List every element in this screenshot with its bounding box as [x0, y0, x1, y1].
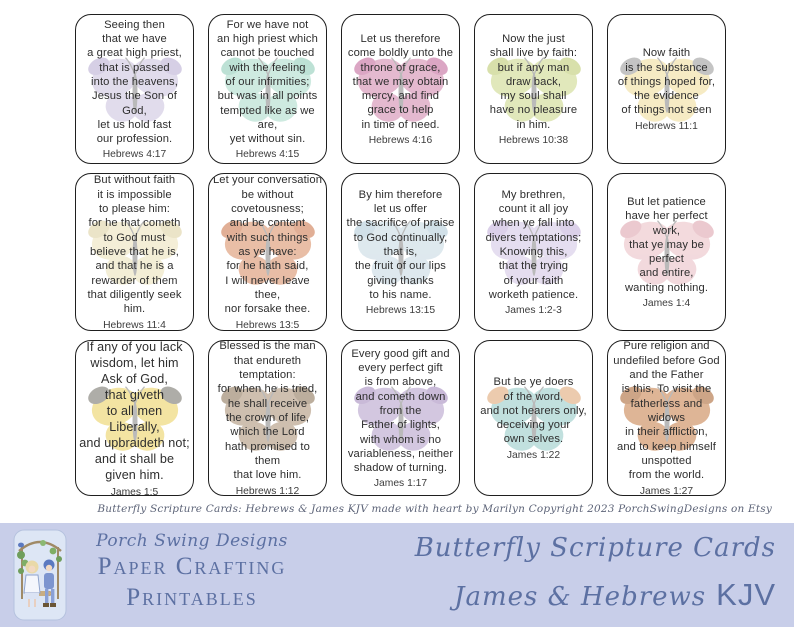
verse-text: Seeing then that we have a great high pr… — [87, 18, 182, 146]
verse-text: If any of you lack wisdom, let him Ask o… — [79, 340, 190, 483]
verse-reference: Hebrews 1:12 — [235, 485, 300, 496]
verse-reference: Hebrews 13:15 — [365, 305, 436, 317]
brand-line-paper-crafting: Paper Crafting — [97, 553, 287, 580]
verse-reference: James 1:4 — [642, 298, 691, 310]
scripture-card: Every good gift and every perfect gift i… — [341, 340, 460, 496]
scripture-card: My brethren, count it all joy when ye fa… — [474, 173, 593, 331]
scripture-card: Pure religion and undefiled before God a… — [607, 340, 726, 496]
verse-reference: James 1:5 — [110, 486, 159, 496]
scripture-card: Let us therefore come boldly unto the th… — [341, 14, 460, 164]
verse-text: Let your conversation be without covetou… — [212, 174, 323, 316]
scripture-card: Let your conversation be without covetou… — [208, 173, 327, 331]
verse-reference: Hebrews 4:16 — [368, 135, 433, 147]
verse-text: Now the just shall live by faith: but if… — [489, 32, 578, 131]
scripture-card: If any of you lack wisdom, let him Ask o… — [75, 340, 194, 496]
scripture-card: But without faith it is impossible to pl… — [75, 173, 194, 331]
verse-reference: James 1:2-3 — [505, 305, 562, 317]
verse-reference: James 1:17 — [373, 478, 428, 490]
scripture-card: Seeing then that we have a great high pr… — [75, 14, 194, 164]
verse-reference: James 1:22 — [506, 449, 561, 461]
brand-name: Porch Swing Designs — [96, 531, 288, 551]
scripture-card: For we have not an high priest which can… — [208, 14, 327, 164]
product-version: KJV — [716, 577, 776, 612]
scripture-card: Blessed is the man that endureth temptat… — [208, 340, 327, 496]
verse-text: By him therefore let us offer the sacrif… — [346, 188, 455, 301]
banner-right-block: Butterfly Scripture Cards James & Hebrew… — [317, 523, 794, 627]
verse-text: For we have not an high priest which can… — [217, 18, 318, 146]
product-title: Butterfly Scripture Cards — [414, 533, 776, 563]
verse-text: But without faith it is impossible to pl… — [87, 174, 182, 316]
scripture-card: But let patience have her perfect work, … — [607, 173, 726, 331]
verse-reference: Hebrews 4:17 — [102, 149, 167, 161]
porch-swing-logo — [13, 529, 67, 621]
verse-reference: Hebrews 13:5 — [235, 319, 300, 331]
verse-text: But let patience have her perfect work, … — [624, 195, 709, 294]
verse-text: Every good gift and every perfect gift i… — [347, 347, 454, 475]
product-subtitle: James & Hebrews KJV — [317, 577, 776, 613]
brand-line-printables: Printables — [126, 583, 258, 611]
verse-reference: Hebrews 11:4 — [103, 319, 166, 331]
copyright-line: Butterfly Scripture Cards: Hebrews & Jam… — [97, 503, 772, 515]
verse-reference: Hebrews 4:15 — [235, 149, 300, 161]
scripture-card: By him therefore let us offer the sacrif… — [341, 173, 460, 331]
verse-reference: Hebrews 11:1 — [635, 120, 698, 132]
card-grid: Seeing then that we have a great high pr… — [75, 14, 726, 496]
verse-text: Blessed is the man that endureth temptat… — [217, 340, 318, 482]
bottom-banner: Porch Swing Designs Paper Crafting Print… — [0, 523, 794, 627]
product-series: James & Hebrews — [454, 582, 707, 612]
verse-reference: James 1:27 — [639, 485, 694, 496]
verse-text: Now faith is the substance of things hop… — [617, 47, 716, 117]
verse-text: My brethren, count it all joy when ye fa… — [485, 188, 582, 301]
verse-text: Pure religion and undefiled before God a… — [613, 340, 720, 482]
banner-left-block: Porch Swing Designs Paper Crafting Print… — [67, 523, 317, 627]
verse-reference: Hebrews 10:38 — [498, 135, 569, 147]
scripture-card: Now faith is the substance of things hop… — [607, 14, 726, 164]
scripture-card: But be ye doers of the word, and not hea… — [474, 340, 593, 496]
scripture-card: Now the just shall live by faith: but if… — [474, 14, 593, 164]
verse-text: But be ye doers of the word, and not hea… — [480, 376, 587, 446]
verse-text: Let us therefore come boldly unto the th… — [347, 32, 454, 131]
